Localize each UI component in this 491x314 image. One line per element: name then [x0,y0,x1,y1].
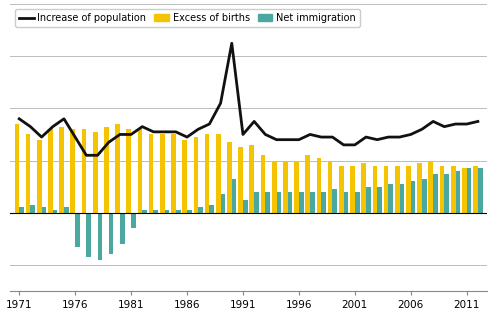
Bar [193,137,198,213]
Bar [26,134,30,213]
Bar [400,184,404,213]
Bar [53,210,57,213]
Bar [377,187,382,213]
Bar [406,166,411,213]
Bar [59,127,64,213]
Bar [142,210,147,213]
Bar [467,168,471,213]
Bar [422,179,427,213]
Bar [344,192,348,213]
Bar [238,148,243,213]
Bar [42,208,46,213]
Bar [433,174,438,213]
Bar [439,166,444,213]
Bar [98,213,102,260]
Bar [171,134,176,213]
Bar [373,166,377,213]
Bar [272,160,276,213]
Bar [305,155,310,213]
Bar [86,213,91,257]
Bar [473,166,478,213]
Bar [48,129,53,213]
Bar [294,160,299,213]
Bar [126,129,131,213]
Bar [276,192,281,213]
Bar [216,134,220,213]
Bar [19,208,24,213]
Bar [15,124,19,213]
Bar [205,134,209,213]
Bar [137,129,142,213]
Bar [388,184,393,213]
Bar [254,192,259,213]
Bar [328,160,332,213]
Bar [321,192,326,213]
Bar [198,208,203,213]
Bar [456,171,460,213]
Bar [70,129,75,213]
Bar [361,163,366,213]
Bar [164,210,169,213]
Bar [160,134,164,213]
Bar [154,210,158,213]
Bar [478,168,483,213]
Bar [182,140,187,213]
Bar [232,179,237,213]
Bar [243,200,247,213]
Bar [115,124,120,213]
Bar [176,210,181,213]
Bar [149,134,154,213]
Bar [451,166,456,213]
Bar [37,140,42,213]
Bar [355,192,359,213]
Bar [350,166,355,213]
Bar [339,166,344,213]
Bar [462,168,467,213]
Bar [220,194,225,213]
Bar [109,213,113,254]
Bar [30,205,35,213]
Bar [429,160,433,213]
Bar [383,166,388,213]
Bar [310,192,315,213]
Bar [187,210,191,213]
Bar [209,205,214,213]
Legend: Increase of population, Excess of births, Net immigration: Increase of population, Excess of births… [15,9,360,27]
Bar [288,192,293,213]
Bar [411,181,415,213]
Bar [261,155,265,213]
Bar [64,208,69,213]
Bar [120,213,125,244]
Bar [283,160,288,213]
Bar [82,129,86,213]
Bar [317,158,321,213]
Bar [227,142,232,213]
Bar [332,189,337,213]
Bar [444,174,449,213]
Bar [299,192,303,213]
Bar [249,145,254,213]
Bar [417,163,422,213]
Bar [395,166,400,213]
Bar [104,127,109,213]
Bar [366,187,371,213]
Bar [75,213,80,246]
Bar [93,132,98,213]
Bar [265,192,270,213]
Bar [131,213,136,228]
